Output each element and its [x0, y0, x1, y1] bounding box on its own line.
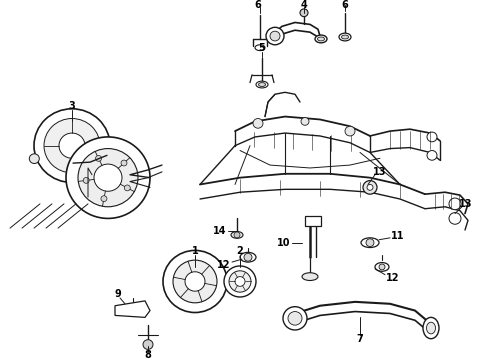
- Text: 13: 13: [373, 167, 387, 177]
- Ellipse shape: [255, 45, 265, 51]
- Text: 7: 7: [357, 334, 364, 344]
- Ellipse shape: [361, 238, 379, 248]
- Circle shape: [270, 31, 280, 41]
- Circle shape: [78, 149, 138, 207]
- Circle shape: [244, 253, 252, 261]
- Text: 1: 1: [192, 246, 198, 256]
- Circle shape: [143, 340, 153, 349]
- Circle shape: [449, 198, 461, 210]
- Circle shape: [29, 154, 39, 163]
- Text: 9: 9: [115, 289, 122, 299]
- Circle shape: [105, 152, 115, 162]
- Circle shape: [363, 181, 377, 194]
- Text: 8: 8: [145, 350, 151, 360]
- Circle shape: [366, 239, 374, 247]
- Circle shape: [94, 164, 122, 191]
- Polygon shape: [305, 216, 321, 226]
- Ellipse shape: [259, 82, 266, 86]
- Circle shape: [127, 305, 139, 316]
- Ellipse shape: [423, 318, 439, 339]
- Circle shape: [59, 133, 85, 158]
- Text: 3: 3: [69, 101, 75, 111]
- Text: 6: 6: [342, 0, 348, 10]
- Ellipse shape: [318, 37, 324, 41]
- Text: 12: 12: [386, 273, 400, 283]
- Circle shape: [83, 177, 89, 183]
- Circle shape: [235, 276, 245, 286]
- Ellipse shape: [302, 273, 318, 280]
- Text: 5: 5: [259, 43, 266, 53]
- Text: 11: 11: [391, 231, 405, 241]
- Circle shape: [234, 232, 240, 238]
- Circle shape: [266, 27, 284, 45]
- Circle shape: [301, 117, 309, 125]
- Circle shape: [44, 118, 100, 173]
- Circle shape: [163, 251, 227, 312]
- Circle shape: [253, 118, 263, 128]
- Ellipse shape: [315, 35, 327, 43]
- Circle shape: [449, 213, 461, 224]
- Circle shape: [121, 160, 127, 166]
- Text: 13: 13: [459, 199, 473, 209]
- Text: 12: 12: [217, 260, 231, 270]
- Ellipse shape: [231, 231, 243, 238]
- Circle shape: [124, 185, 130, 191]
- Text: 4: 4: [301, 0, 307, 10]
- Circle shape: [427, 132, 437, 142]
- Ellipse shape: [240, 252, 256, 262]
- Circle shape: [427, 150, 437, 160]
- Ellipse shape: [426, 322, 436, 334]
- Circle shape: [288, 311, 302, 325]
- Circle shape: [345, 126, 355, 136]
- Polygon shape: [115, 301, 150, 318]
- Circle shape: [367, 184, 373, 190]
- Ellipse shape: [375, 262, 389, 271]
- Text: 2: 2: [237, 246, 244, 256]
- Text: 10: 10: [277, 238, 291, 248]
- Circle shape: [34, 109, 110, 183]
- Circle shape: [96, 156, 101, 161]
- Circle shape: [229, 271, 251, 292]
- Circle shape: [101, 196, 107, 202]
- Circle shape: [379, 264, 385, 270]
- Text: 6: 6: [255, 0, 261, 10]
- Ellipse shape: [256, 81, 268, 88]
- Circle shape: [224, 266, 256, 297]
- Circle shape: [66, 137, 150, 219]
- Text: 14: 14: [213, 226, 227, 236]
- Circle shape: [300, 9, 308, 17]
- Circle shape: [283, 307, 307, 330]
- Circle shape: [173, 260, 217, 303]
- Ellipse shape: [342, 35, 348, 39]
- Ellipse shape: [339, 33, 351, 41]
- Circle shape: [185, 272, 205, 291]
